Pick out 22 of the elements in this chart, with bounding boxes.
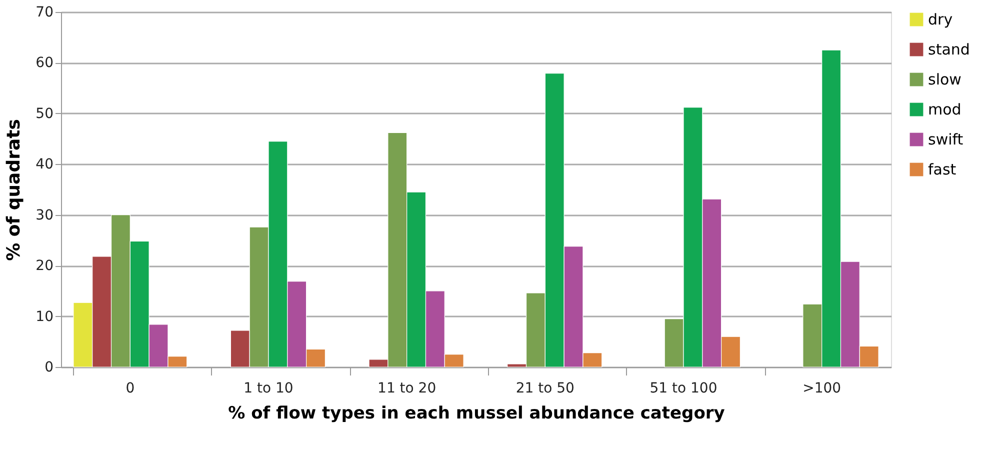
y-tick-label: 30	[36, 207, 54, 224]
x-tick-label: 51 to 100	[650, 380, 718, 396]
legend-label: stand	[928, 40, 970, 58]
y-tick-label: 10	[36, 308, 54, 325]
y-tick-label: 60	[36, 55, 54, 72]
y-tick-label: 0	[44, 360, 54, 376]
legend-label: dry	[928, 10, 953, 28]
x-tick-label: 11 to 20	[378, 380, 436, 396]
x-tick-label: 21 to 50	[516, 380, 574, 396]
x-tick-label: 0	[126, 380, 135, 396]
x-axis-title: % of flow types in each mussel abundance category	[228, 404, 725, 424]
y-tick-label: 50	[36, 106, 54, 122]
x-tick-label: >100	[802, 380, 842, 396]
legend-label: swift	[928, 130, 964, 148]
x-tick-label: 1 to 10	[244, 380, 294, 396]
y-tick-label: 40	[36, 156, 54, 173]
y-axis-title: % of quadrats	[4, 119, 25, 261]
legend-label: mod	[928, 100, 962, 118]
legend-label: slow	[928, 70, 962, 88]
y-tick-label: 20	[36, 258, 54, 274]
y-tick-label: 70	[36, 4, 54, 20]
legend-label: fast	[928, 160, 956, 178]
